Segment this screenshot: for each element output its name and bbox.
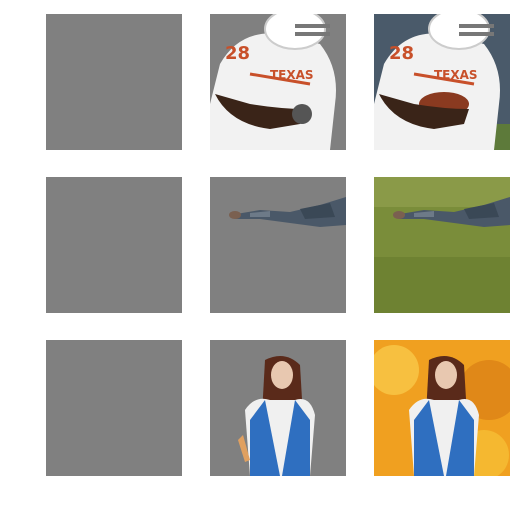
tile-composite-woman	[374, 340, 510, 476]
soldier-cutout	[210, 177, 346, 313]
tile-composite-football: 28 TEXAS	[374, 14, 510, 150]
tile-matte-football: 28 TEXAS	[210, 14, 346, 150]
jersey-text: TEXAS	[434, 68, 478, 82]
tile-composite-soldier	[374, 177, 510, 313]
woman-photo	[374, 340, 510, 476]
tile-blank-woman	[46, 340, 182, 476]
woman-cutout	[210, 340, 346, 476]
soldier-photo	[374, 177, 510, 313]
football-player-cutout: 28 TEXAS	[210, 14, 346, 150]
jersey-number: 28	[225, 43, 250, 64]
tile-matte-soldier	[210, 177, 346, 313]
jersey-number: 28	[389, 43, 414, 64]
tile-blank-soldier	[46, 177, 182, 313]
tile-matte-woman	[210, 340, 346, 476]
tile-blank-football	[46, 14, 182, 150]
football-player-photo: 28 TEXAS	[374, 14, 510, 150]
jersey-text: TEXAS	[270, 68, 314, 82]
